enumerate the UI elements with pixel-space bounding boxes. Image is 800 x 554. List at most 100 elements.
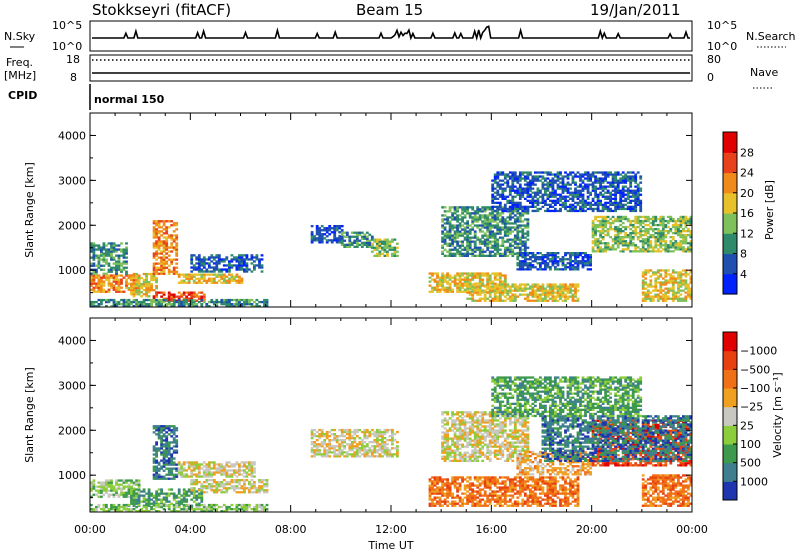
data-cell [197, 295, 201, 298]
data-cell [518, 230, 522, 233]
data-cell [102, 264, 106, 267]
data-cell [162, 266, 166, 269]
data-cell [654, 228, 658, 231]
data-cell [220, 467, 224, 470]
data-cell [160, 234, 163, 237]
data-cell [551, 297, 555, 300]
data-cell [687, 293, 690, 296]
data-cell [335, 225, 339, 228]
data-cell [190, 475, 194, 478]
data-cell [544, 293, 547, 296]
data-cell [175, 250, 179, 253]
data-cell [666, 221, 670, 225]
data-cell [488, 246, 492, 249]
data-cell [147, 490, 151, 493]
data-cell [679, 236, 683, 239]
data-cell [651, 273, 655, 276]
data-cell [102, 272, 106, 275]
data-cell [531, 183, 535, 186]
data-cell [571, 283, 575, 286]
data-cell [516, 244, 520, 247]
data-cell [160, 447, 163, 450]
data-cell [589, 183, 592, 186]
data-cell [157, 226, 161, 229]
data-cell [205, 481, 209, 484]
data-cell [197, 256, 201, 259]
data-cell [155, 222, 158, 225]
data-cell [476, 212, 480, 215]
data-cell [521, 234, 525, 237]
data-cell [682, 299, 685, 302]
data-cell [596, 195, 600, 198]
data-cell [521, 236, 525, 239]
data-cell [150, 278, 153, 282]
data-cell [202, 270, 206, 273]
data-cell [516, 189, 520, 192]
data-cell [591, 236, 595, 239]
data-cell [506, 238, 510, 241]
data-cell [649, 225, 653, 229]
data-cell [202, 299, 206, 302]
data-cell [112, 242, 116, 245]
data-cell [616, 187, 620, 190]
data-cell [182, 467, 186, 470]
data-cell [192, 483, 196, 486]
data-cell [217, 260, 221, 263]
data-cell [120, 250, 123, 253]
data-cell [646, 291, 650, 294]
data-cell [458, 254, 462, 257]
data-cell [666, 215, 670, 219]
data-cell [466, 246, 469, 249]
data-cell [596, 193, 600, 196]
data-cell [170, 435, 174, 438]
data-cell [581, 256, 585, 259]
data-cell [621, 199, 625, 202]
data-cell [190, 483, 194, 486]
data-cell [102, 260, 106, 263]
data-cell [556, 299, 560, 302]
data-cell [471, 250, 475, 253]
data-cell [228, 279, 231, 282]
data-cell [428, 284, 432, 287]
data-cell [621, 179, 625, 182]
data-cell [192, 496, 196, 499]
data-cell [92, 242, 96, 245]
data-cell [634, 230, 638, 233]
data-cell [511, 212, 515, 215]
data-cell [160, 437, 163, 440]
data-cell [684, 283, 688, 286]
data-cell [463, 228, 467, 231]
data-cell [609, 203, 612, 206]
freq-unit: [MHz] [4, 69, 36, 82]
data-cell [471, 289, 475, 292]
data-cell [604, 244, 607, 247]
ytick-label: 4000 [58, 129, 86, 142]
data-cell [120, 262, 123, 265]
data-cell [556, 289, 560, 292]
data-cell [443, 206, 447, 209]
data-cell [200, 485, 204, 488]
data-cell [501, 242, 505, 245]
data-cell [564, 189, 567, 192]
data-cell [619, 219, 623, 223]
data-cell [566, 173, 570, 176]
data-cell [611, 238, 615, 241]
data-cell [202, 469, 206, 472]
data-cell [152, 226, 156, 229]
data-cell [584, 203, 587, 206]
data-cell [222, 268, 226, 271]
data-cell [207, 266, 211, 269]
data-cell [222, 483, 226, 486]
data-cell [589, 173, 592, 176]
data-cell [523, 218, 527, 221]
data-cell [127, 488, 131, 491]
data-cell [534, 266, 537, 269]
data-cell [386, 254, 389, 257]
data-cell [375, 240, 379, 243]
data-cell [636, 217, 640, 221]
nsearch-label: N.Search [746, 30, 796, 43]
data-cell [95, 290, 98, 293]
data-cell [503, 187, 507, 190]
data-cell [576, 283, 580, 286]
data-cell [243, 479, 246, 482]
